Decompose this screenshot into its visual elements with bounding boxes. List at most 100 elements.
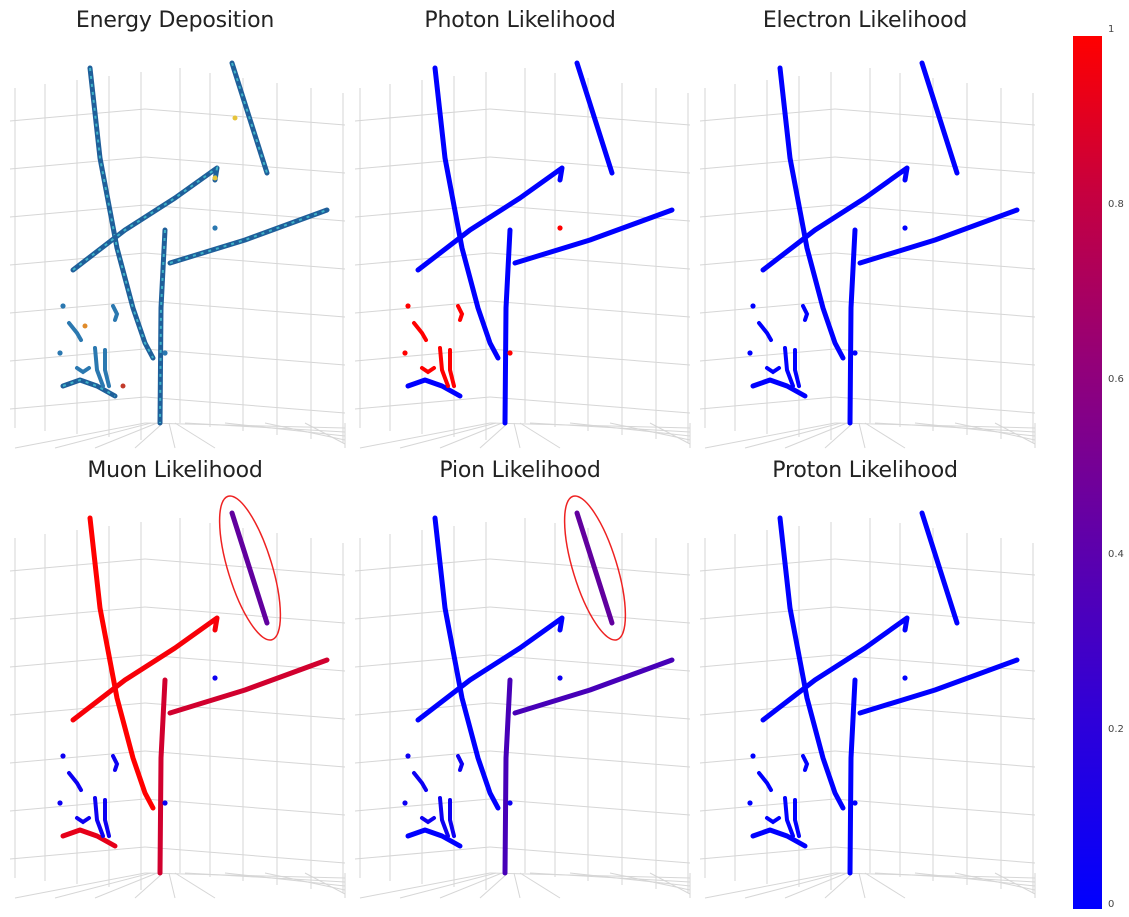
panel-3: Muon Likelihood — [5, 458, 346, 903]
track-f-energy — [62, 378, 116, 397]
panel-4: Pion Likelihood — [350, 458, 691, 903]
highlight-ellipse — [218, 495, 282, 641]
fragment-0 — [438, 796, 450, 838]
colorbar-tick: 0 — [1108, 899, 1115, 910]
track-b-energy — [231, 62, 268, 174]
hit-point-0 — [212, 675, 218, 681]
hit-point-2 — [405, 753, 411, 759]
fragment-1 — [793, 348, 801, 388]
fragment-2 — [412, 771, 428, 792]
panel-0: Energy Deposition — [5, 8, 346, 453]
track-c — [70, 165, 220, 273]
fragment-2 — [67, 771, 83, 792]
highlight-ellipse — [563, 495, 627, 641]
hit-point-2 — [60, 303, 66, 309]
hit-point-3 — [507, 350, 513, 356]
track-b — [229, 510, 270, 626]
hit-point-0 — [902, 675, 908, 681]
energy-hotspot-1 — [82, 323, 88, 329]
track-f — [405, 827, 463, 849]
track-a — [432, 65, 501, 361]
hit-point-3 — [507, 800, 513, 806]
panel-plot — [9, 60, 346, 449]
track-e — [167, 657, 330, 716]
track-a — [87, 65, 156, 361]
panel-5: Proton Likelihood — [695, 458, 1036, 903]
track-e-energy — [169, 209, 328, 264]
fragment-2 — [67, 321, 83, 342]
track-d — [502, 677, 513, 876]
track-a — [432, 515, 501, 811]
panel-plot — [699, 60, 1036, 449]
panel-plot — [354, 495, 691, 899]
hit-point-3 — [162, 350, 168, 356]
hit-point-1 — [747, 800, 753, 806]
hit-point-1 — [402, 350, 408, 356]
fragment-0 — [783, 796, 795, 838]
hit-point-2 — [750, 753, 756, 759]
fragment-4 — [75, 816, 91, 825]
fragment-3 — [801, 304, 810, 322]
fragment-3 — [111, 304, 120, 322]
track-c — [70, 615, 220, 723]
track-b — [574, 510, 615, 626]
energy-hotspot-3 — [232, 115, 238, 121]
hit-point-3 — [852, 350, 858, 356]
hit-point-2 — [750, 303, 756, 309]
track-c — [760, 165, 910, 273]
hit-point-0 — [557, 225, 563, 231]
fragment-2 — [757, 321, 773, 342]
panel-title: Photon Likelihood — [424, 8, 616, 33]
fragment-0 — [93, 796, 105, 838]
grid-3d — [354, 68, 691, 449]
fragment-4 — [420, 366, 436, 375]
track-f — [750, 827, 808, 849]
fragment-0 — [438, 346, 450, 388]
hit-point-0 — [212, 225, 218, 231]
panel-plot — [354, 60, 691, 449]
track-f — [750, 377, 808, 399]
fragment-3 — [801, 754, 810, 772]
panel-title: Muon Likelihood — [87, 458, 263, 483]
track-d-energy — [159, 229, 166, 424]
panel-1: Photon Likelihood — [350, 8, 691, 453]
fragment-2 — [757, 771, 773, 792]
track-c — [760, 615, 910, 723]
fragment-3 — [456, 304, 465, 322]
track-e — [512, 657, 675, 716]
panel-2: Electron Likelihood — [695, 8, 1036, 453]
track-c — [415, 165, 565, 273]
fragment-1 — [793, 798, 801, 838]
colorbar — [1073, 36, 1102, 909]
panel-plot — [699, 510, 1036, 899]
fragment-1 — [103, 798, 111, 838]
fragment-1 — [103, 348, 111, 388]
track-d — [157, 677, 168, 876]
track-b — [919, 510, 960, 626]
fragment-0 — [93, 346, 105, 388]
panel-title: Energy Deposition — [75, 8, 275, 33]
energy-hotspot-0 — [212, 175, 218, 181]
track-d — [847, 677, 858, 876]
hit-point-2 — [405, 303, 411, 309]
hit-point-0 — [902, 225, 908, 231]
colorbar-tick: 0.4 — [1108, 549, 1124, 560]
grid-3d — [9, 518, 346, 899]
panel-title: Electron Likelihood — [762, 8, 968, 33]
track-f — [60, 827, 118, 849]
panel-title: Proton Likelihood — [772, 458, 958, 483]
track-e — [857, 657, 1020, 716]
hit-point-1 — [57, 350, 63, 356]
fragment-1 — [448, 348, 456, 388]
grid-3d — [699, 518, 1036, 899]
energy-hotspot-2 — [120, 383, 126, 389]
hit-point-0 — [557, 675, 563, 681]
fragment-3 — [111, 754, 120, 772]
fragment-4 — [765, 816, 781, 825]
track-d — [847, 227, 858, 426]
track-e — [512, 207, 675, 266]
panel-plot — [9, 495, 346, 899]
fragment-0 — [783, 346, 795, 388]
track-e — [857, 207, 1020, 266]
track-a — [777, 65, 846, 361]
